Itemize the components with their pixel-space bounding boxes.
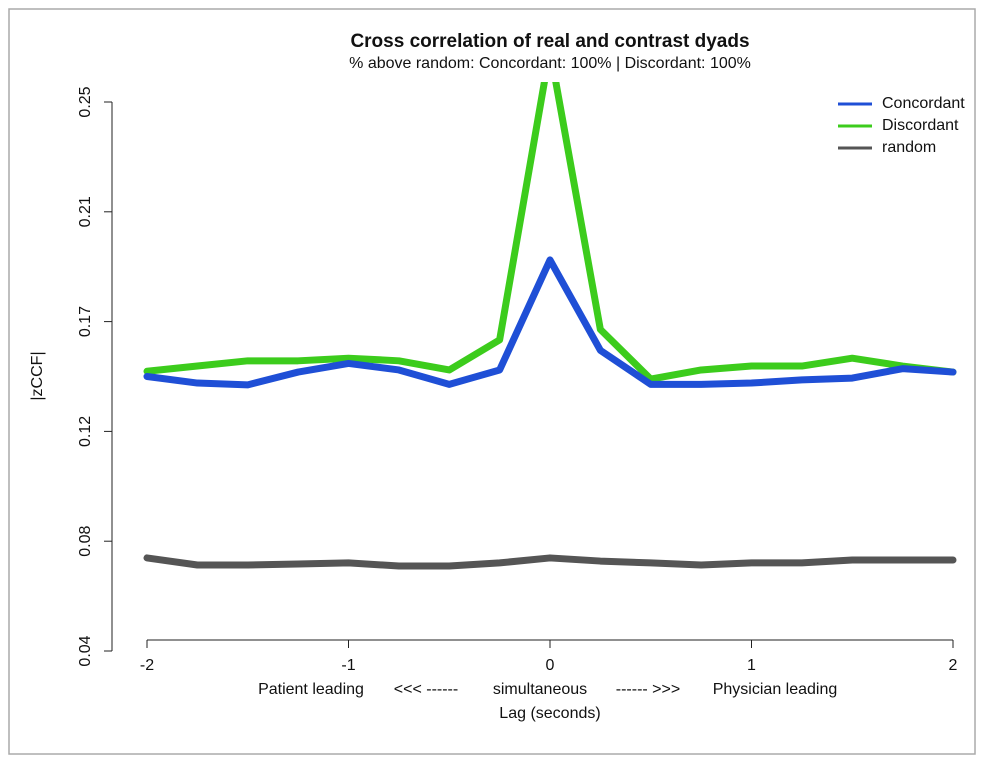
x-sublabel: ------ >>> xyxy=(616,681,680,698)
x-sublabel: Patient leading xyxy=(258,681,364,698)
frame xyxy=(8,8,976,755)
chart-title: Cross correlation of real and contrast d… xyxy=(350,31,749,52)
x-tick-label: 1 xyxy=(747,657,756,674)
x-sublabel: <<< ------ xyxy=(394,681,458,698)
legend-label: Concordant xyxy=(882,95,965,112)
mean-line xyxy=(143,82,957,383)
x-tick-label: -2 xyxy=(140,657,154,674)
x-sublabel: simultaneous xyxy=(493,681,587,698)
y-tick-label: 0.08 xyxy=(77,526,94,557)
mean-line xyxy=(143,256,957,389)
x-axis-label: Lag (seconds) xyxy=(499,705,600,722)
x-tick-label: 0 xyxy=(546,657,555,674)
y-tick-label: 0.25 xyxy=(77,86,94,117)
legend-label: Discordant xyxy=(882,117,959,134)
x-tick-label: 2 xyxy=(949,657,958,674)
y-tick-label: 0.04 xyxy=(77,635,94,666)
legend-label: random xyxy=(882,139,936,156)
x-sublabel: Physician leading xyxy=(713,681,838,698)
mean-line xyxy=(143,554,957,570)
y-tick-label: 0.21 xyxy=(77,196,94,227)
y-axis-label: |zCCF| xyxy=(29,351,46,400)
chart-subtitle: % above random: Concordant: 100% | Disco… xyxy=(349,55,751,72)
plot-area xyxy=(143,82,957,570)
y-tick-label: 0.17 xyxy=(77,306,94,337)
x-tick-label: -1 xyxy=(341,657,355,674)
y-tick-label: 0.12 xyxy=(77,416,94,447)
